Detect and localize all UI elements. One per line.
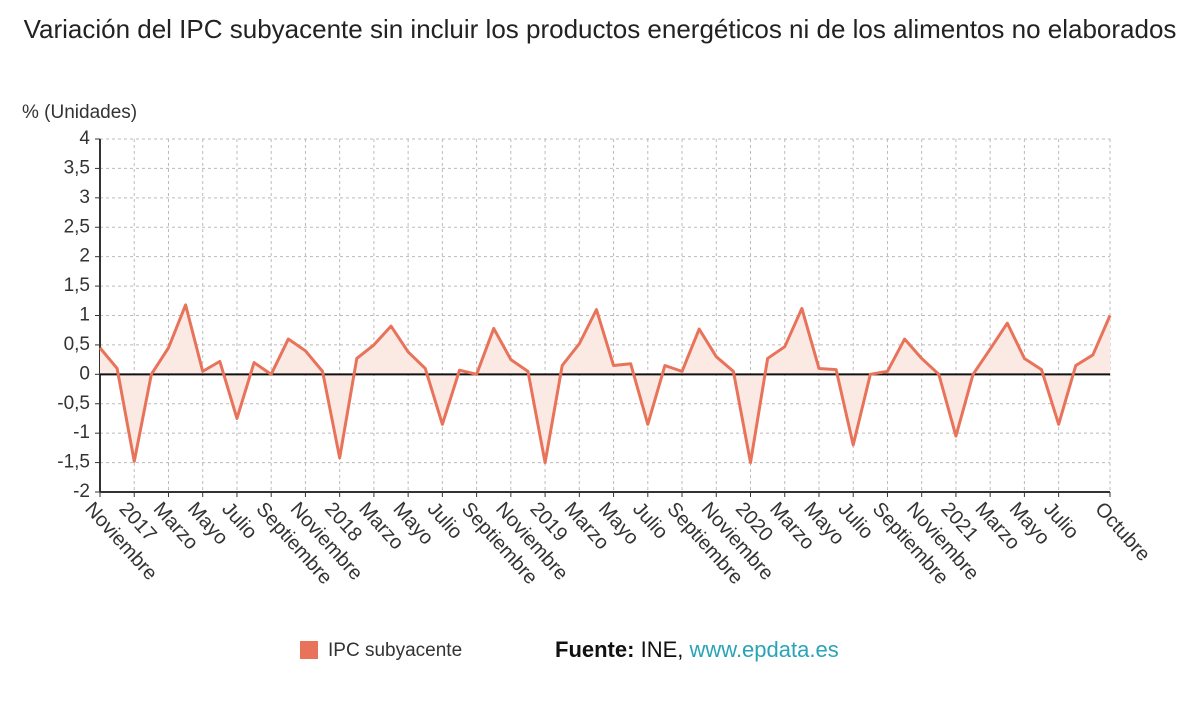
y-tick-label: 0,5 (64, 334, 90, 355)
y-tick-label: 3,5 (64, 157, 90, 178)
y-axis-label: % (Unidades) (22, 102, 137, 123)
line (98, 303, 1112, 465)
legend-label: IPC subyacente (328, 640, 462, 661)
x-tick-label: Octubre (1090, 498, 1154, 566)
y-tick-label: 0 (79, 363, 90, 384)
source-text: INE, (641, 637, 684, 662)
y-tick-label: 1,5 (64, 275, 90, 296)
area (100, 304, 1110, 463)
source: Fuente: INE, www.epdata.es (555, 637, 839, 662)
y-tick-label: 1 (79, 305, 90, 326)
source-link[interactable]: www.epdata.es (689, 637, 839, 662)
y-tick-label: 3 (79, 187, 90, 208)
y-tick-label: -1 (73, 422, 90, 443)
y-tick-label: -2 (73, 481, 90, 502)
legend-swatch (300, 641, 318, 659)
y-tick-label: 4 (79, 128, 90, 149)
y-tick-label: 2,5 (64, 216, 90, 237)
chart-title: Variación del IPC subyacente sin incluir… (23, 14, 1177, 44)
y-tick-label: 2 (79, 246, 90, 267)
y-tick-label: -0,5 (57, 393, 90, 414)
y-tick-label: -1,5 (57, 452, 90, 473)
source-label: Fuente: (555, 637, 634, 662)
